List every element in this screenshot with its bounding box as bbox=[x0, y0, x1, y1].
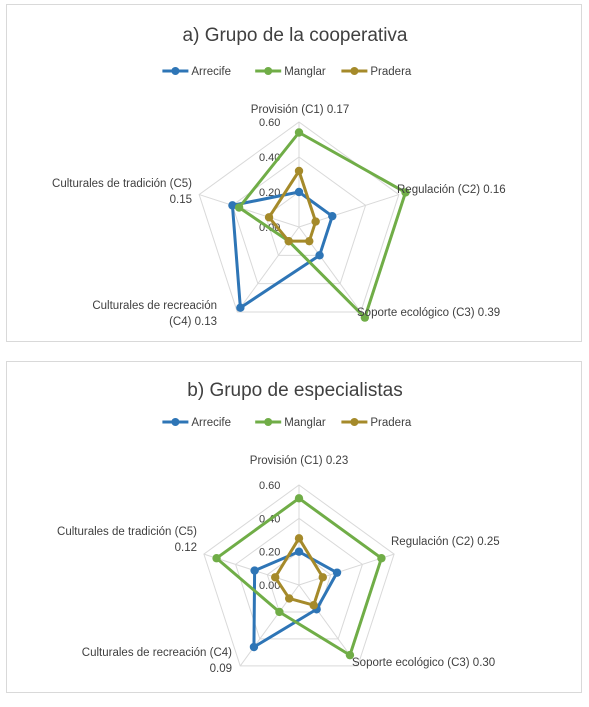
data-point bbox=[275, 607, 284, 617]
data-point bbox=[228, 201, 237, 210]
data-point bbox=[294, 547, 304, 556]
legend-marker bbox=[264, 418, 273, 426]
legend-item-arrecife: Arrecife bbox=[162, 417, 231, 429]
chart-title: b) Grupo de especialistas bbox=[187, 380, 402, 401]
grid-ring bbox=[235, 517, 363, 640]
data-point bbox=[285, 594, 294, 603]
category-label: Provisión (C1) 0.17 bbox=[251, 104, 349, 116]
radar-grid bbox=[198, 121, 400, 313]
category-label: Provisión (C1) 0.23 bbox=[250, 455, 348, 467]
data-point bbox=[332, 568, 342, 577]
grid-ring bbox=[198, 121, 400, 313]
legend: Arrecife Manglar Pradera bbox=[162, 417, 412, 429]
data-point bbox=[328, 211, 337, 221]
legend-item-pradera: Pradera bbox=[341, 66, 412, 78]
data-point bbox=[250, 566, 259, 575]
legend: Arrecife Manglar Pradera bbox=[162, 66, 412, 78]
data-point bbox=[294, 494, 304, 503]
data-point bbox=[294, 187, 304, 197]
category-label: Regulación (C2) 0.25 bbox=[391, 536, 500, 548]
grid-ring bbox=[266, 551, 332, 613]
category-label: Culturales de recreación (C4) 0.09 bbox=[82, 647, 232, 675]
data-point bbox=[249, 642, 259, 652]
series-arrecife bbox=[249, 547, 342, 652]
grid-ring bbox=[203, 484, 395, 667]
tick-label: 0.00 bbox=[259, 580, 280, 592]
legend-item-arrecife: Arrecife bbox=[162, 66, 231, 78]
data-point bbox=[264, 213, 274, 222]
category-label: Soporte ecológico (C3) 0.39 bbox=[357, 307, 500, 319]
data-point bbox=[236, 303, 245, 312]
series-line bbox=[267, 169, 318, 243]
data-point bbox=[318, 573, 327, 582]
data-point bbox=[345, 650, 355, 660]
legend-marker bbox=[171, 418, 180, 426]
category-label: Culturales de recreación (C4) 0.13 bbox=[92, 300, 217, 328]
data-point bbox=[360, 313, 370, 322]
category-label: Regulación (C2) 0.16 bbox=[397, 184, 506, 196]
legend-label: Manglar bbox=[284, 417, 326, 429]
legend-label: Pradera bbox=[370, 417, 412, 429]
category-label: Culturales de tradición (C5) 0.12 bbox=[57, 526, 197, 554]
tick-label: 0.60 bbox=[259, 480, 280, 492]
data-point bbox=[401, 188, 410, 197]
series-line bbox=[273, 536, 325, 607]
series-line bbox=[237, 131, 408, 320]
grid-spoke bbox=[198, 194, 300, 228]
series-pradera bbox=[271, 534, 327, 610]
radar-chart-especialistas: b) Grupo de especialistas Arrecife Manglar… bbox=[57, 380, 500, 675]
legend-label: Arrecife bbox=[191, 66, 231, 78]
data-point bbox=[212, 554, 221, 563]
data-point bbox=[294, 166, 304, 176]
legend-label: Arrecife bbox=[191, 417, 231, 429]
radar-chart-cooperativa: a) Grupo de la cooperativa Arrecife Mangla… bbox=[52, 25, 506, 328]
legend-label: Manglar bbox=[284, 66, 326, 78]
data-point bbox=[294, 534, 304, 543]
legend-marker bbox=[264, 67, 273, 75]
grid-ring bbox=[231, 156, 367, 285]
legend-item-pradera: Pradera bbox=[341, 417, 412, 429]
tick-label: 0.20 bbox=[259, 547, 280, 559]
data-point bbox=[284, 236, 293, 246]
legend-label: Pradera bbox=[370, 66, 412, 78]
series-line bbox=[252, 550, 339, 649]
data-point bbox=[234, 203, 244, 212]
chart-panel-especialistas: b) Grupo de especialistas Arrecife Manglar… bbox=[6, 361, 582, 693]
chart-title: a) Grupo de la cooperativa bbox=[183, 25, 408, 46]
series-manglar bbox=[212, 494, 386, 660]
data-point bbox=[311, 217, 320, 226]
legend-marker bbox=[350, 67, 359, 75]
radar-grid bbox=[203, 484, 395, 667]
series-pradera bbox=[264, 166, 320, 246]
legend-marker bbox=[171, 67, 180, 75]
category-label: Soporte ecológico (C3) 0.30 bbox=[352, 657, 495, 669]
chart-panel-cooperativa: a) Grupo de la cooperativa Arrecife Mangla… bbox=[6, 4, 582, 342]
legend-item-manglar: Manglar bbox=[255, 66, 326, 78]
data-point bbox=[305, 236, 314, 246]
data-point bbox=[377, 554, 386, 563]
legend-item-manglar: Manglar bbox=[255, 417, 326, 429]
data-point bbox=[271, 573, 280, 582]
data-point bbox=[294, 128, 304, 137]
data-point bbox=[315, 251, 324, 260]
data-point bbox=[309, 601, 318, 610]
legend-marker bbox=[350, 418, 359, 426]
category-label: Culturales de tradición (C5) 0.15 bbox=[52, 178, 192, 206]
tick-label: 0.60 bbox=[259, 117, 280, 129]
series-line bbox=[215, 496, 383, 657]
